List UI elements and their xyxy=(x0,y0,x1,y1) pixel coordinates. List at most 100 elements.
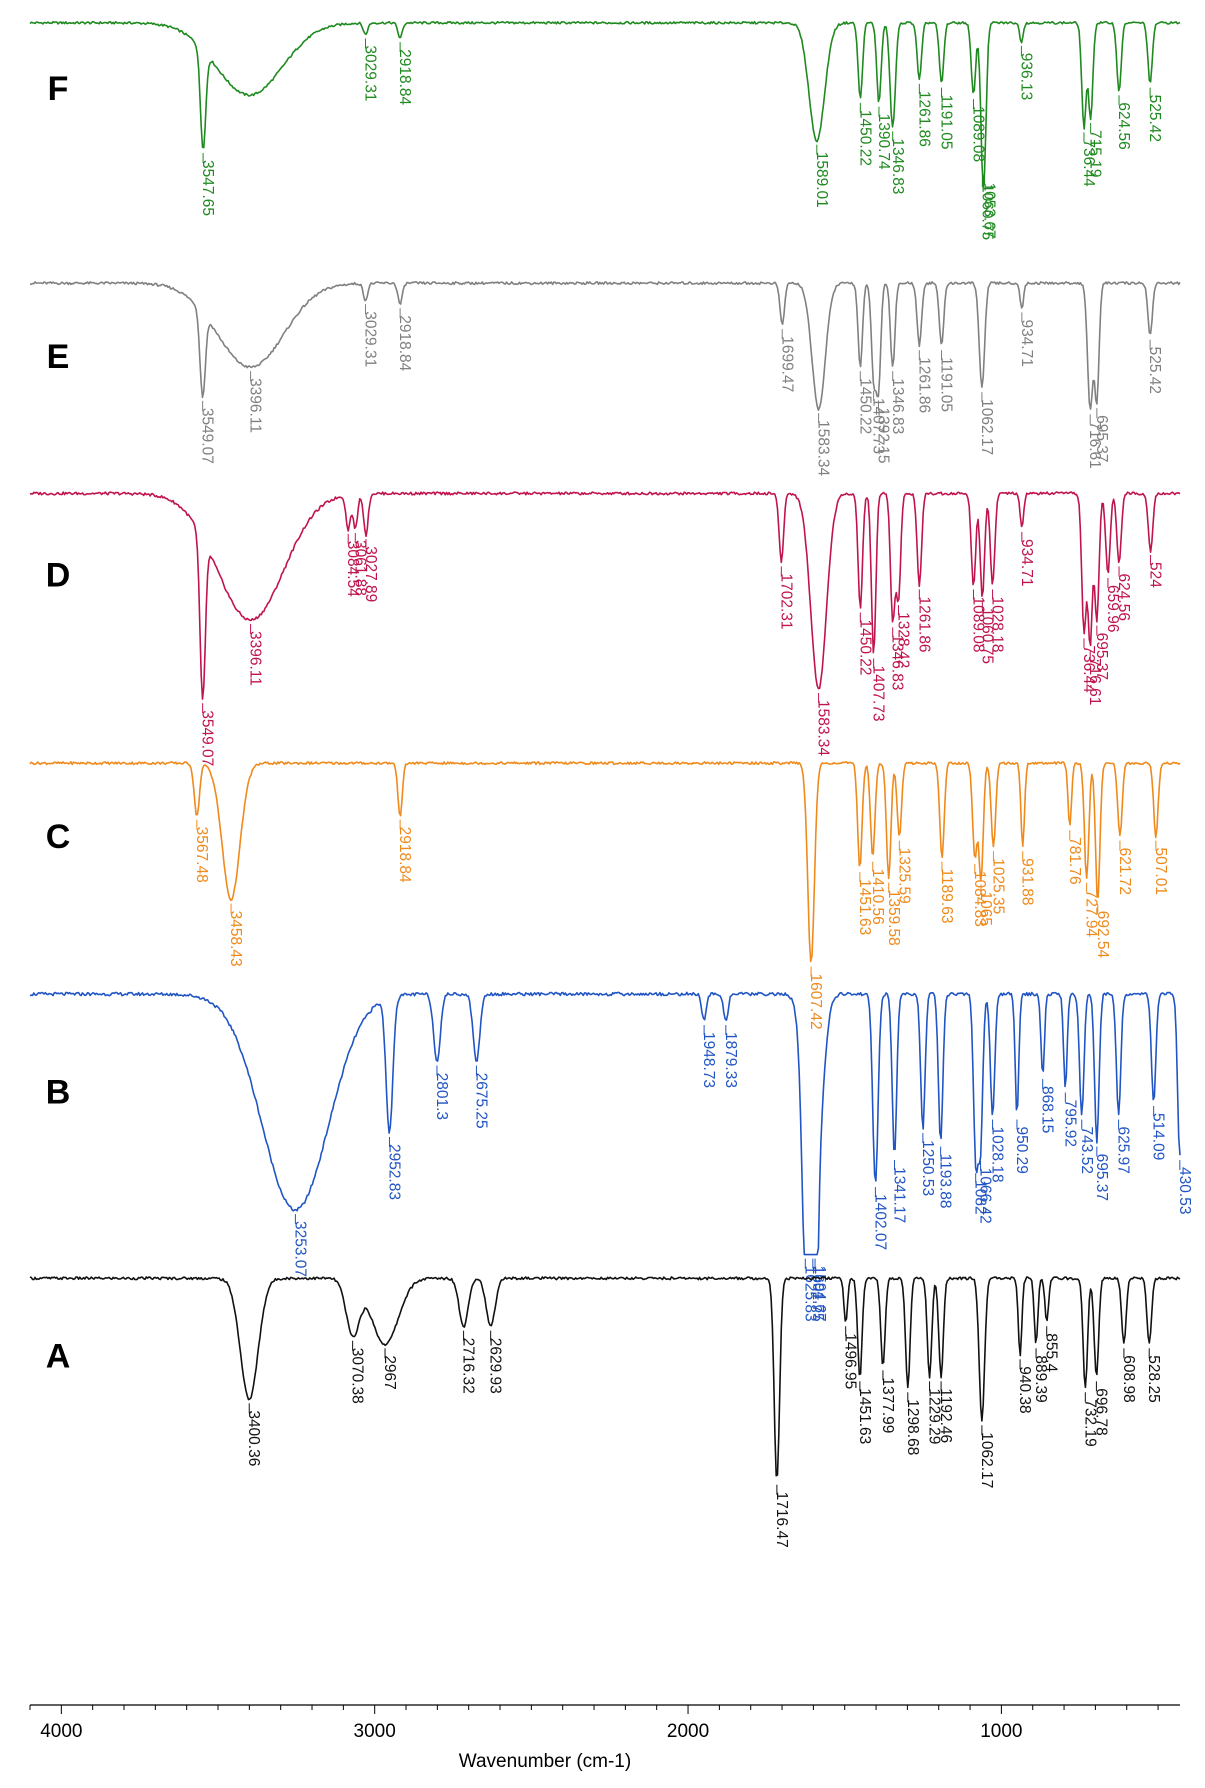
peak-label-A-10: 1229.29 xyxy=(925,1388,942,1444)
peak-label-D-4: 3027.89 xyxy=(362,546,379,602)
x-tick-label-2: 2000 xyxy=(667,1721,709,1742)
peak-label-A-8: 1377.99 xyxy=(879,1377,896,1433)
peak-label-A-4: 2629.93 xyxy=(487,1338,504,1394)
x-tick-label-3: 1000 xyxy=(980,1721,1022,1742)
peak-label-C-14: 727.94 xyxy=(1083,890,1100,938)
peak-label-D-18: 695.37 xyxy=(1093,633,1110,680)
peak-label-F-2: 3029.31 xyxy=(361,45,378,101)
peak-label-D-11: 1261.86 xyxy=(915,597,932,653)
series-line-D xyxy=(29,491,1181,700)
peak-label-D-19: 659.96 xyxy=(1104,585,1121,632)
peak-label-E-5: 1583.34 xyxy=(815,420,832,476)
peak-label-A-7: 1451.63 xyxy=(856,1388,873,1444)
peak-label-F-9: 1191.05 xyxy=(937,95,954,150)
panel-letter-D: D xyxy=(46,557,71,595)
panel-B: B 3253.07 2952.83 2801.3 2675.25 1948.73 1879.… xyxy=(29,991,1193,1322)
peak-label-A-1: 3070.38 xyxy=(349,1348,366,1404)
peak-label-B-7: 1601.75 xyxy=(809,1266,826,1322)
peak-label-D-21: 524 xyxy=(1147,562,1164,588)
panel-letter-A: A xyxy=(46,1337,71,1375)
peak-label-F-4: 1589.01 xyxy=(813,152,830,208)
panel-letter-B: B xyxy=(46,1073,71,1111)
peak-label-F-0: 3547.65 xyxy=(199,160,216,216)
peak-label-B-3: 2675.25 xyxy=(472,1073,489,1129)
peak-label-C-5: 1410.56 xyxy=(869,869,886,925)
peak-label-D-3: 3061.88 xyxy=(351,540,368,596)
peak-label-E-6: 1450.22 xyxy=(856,378,873,434)
peak-label-C-12: 931.88 xyxy=(1019,858,1036,905)
peak-label-B-0: 3253.07 xyxy=(291,1221,308,1277)
series-line-B xyxy=(29,991,1181,1256)
series-line-C xyxy=(29,761,1181,963)
peak-label-E-3: 2918.84 xyxy=(396,315,413,371)
peak-label-C-2: 2918.84 xyxy=(396,827,413,883)
peak-label-E-13: 934.71 xyxy=(1018,319,1035,366)
peak-label-A-5: 1716.47 xyxy=(773,1492,790,1548)
peak-label-C-10: 1065 xyxy=(977,892,994,926)
panel-letter-E: E xyxy=(47,338,70,376)
peak-label-C-9: 1084.83 xyxy=(971,871,988,927)
peak-label-B-13: 1082 xyxy=(972,1180,989,1214)
peak-label-B-9: 1402.07 xyxy=(871,1194,888,1250)
peak-label-F-8: 1261.86 xyxy=(915,91,932,147)
peak-label-A-0: 3400.36 xyxy=(245,1410,262,1466)
peak-label-C-8: 1189.63 xyxy=(938,869,955,924)
panel-F: F 3547.65 3029.31 2918.84 1589.01 1450.22 1390… xyxy=(29,20,1181,240)
panel-C: C 3567.48 3458.43 2918.84 1607.42 1451.631410… xyxy=(29,761,1181,1030)
peak-label-F-6: 1390.74 xyxy=(875,114,892,170)
peak-label-B-1: 2952.83 xyxy=(386,1144,403,1200)
peak-label-D-10: 1328.42 xyxy=(894,612,911,668)
peak-label-D-6: 1583.34 xyxy=(815,700,832,756)
peak-label-C-16: 621.72 xyxy=(1116,848,1133,895)
peak-label-E-15: 695.37 xyxy=(1093,415,1110,462)
peak-label-D-0: 3549.07 xyxy=(199,710,216,766)
peak-label-F-3: 2918.84 xyxy=(396,49,413,105)
peak-label-D-8: 1407.73 xyxy=(870,666,887,722)
peak-label-C-6: 1359.58 xyxy=(885,890,902,946)
panel-letter-F: F xyxy=(48,70,69,108)
peak-label-D-1: 3396.11 xyxy=(247,631,264,686)
peak-label-C-15: 692.54 xyxy=(1094,911,1111,959)
peak-label-A-16: 732.19 xyxy=(1081,1399,1098,1446)
peak-label-B-22: 514.09 xyxy=(1150,1113,1167,1160)
peak-label-C-13: 781.76 xyxy=(1066,837,1083,884)
peak-label-F-17: 525.42 xyxy=(1146,95,1163,142)
panel-E: E 3549.07 3396.11 3029.31 2918.84 1699.47 1583… xyxy=(29,281,1181,477)
peak-label-B-17: 868.15 xyxy=(1039,1086,1056,1133)
peak-label-C-0: 3567.48 xyxy=(193,827,210,883)
x-axis: Wavenumber (cm-1) 4000 3000 2000 1000 xyxy=(29,1704,1180,1772)
peak-label-C-3: 1607.42 xyxy=(807,974,824,1030)
peak-label-E-7: 1407.73 xyxy=(870,398,887,454)
peak-label-E-12: 1062.17 xyxy=(978,399,995,455)
peak-label-A-17: 696.78 xyxy=(1092,1388,1109,1435)
peak-label-D-16: 736.44 xyxy=(1080,645,1097,693)
peak-label-F-12: 1053.67 xyxy=(981,183,998,239)
peak-label-D-5: 1702.31 xyxy=(777,574,794,630)
peak-label-B-8: 1594.67 xyxy=(811,1266,828,1322)
x-axis-title: Wavenumber (cm-1) xyxy=(459,1751,631,1772)
peak-label-F-11: 1060.75 xyxy=(978,184,995,240)
peak-label-E-14: 716.61 xyxy=(1086,421,1103,468)
peak-label-B-14: 1066.42 xyxy=(977,1168,994,1224)
peak-label-A-15: 855.4 xyxy=(1043,1333,1060,1372)
panel-letter-C: C xyxy=(46,818,71,856)
peak-label-C-1: 3458.43 xyxy=(227,911,244,967)
peak-label-D-17: 716.61 xyxy=(1086,658,1103,705)
peak-label-B-18: 795.92 xyxy=(1061,1100,1078,1147)
peak-label-E-0: 3549.07 xyxy=(199,408,216,464)
peak-label-C-11: 1025.35 xyxy=(989,858,1006,914)
peak-label-B-16: 950.29 xyxy=(1013,1126,1030,1173)
peak-label-E-9: 1346.83 xyxy=(889,378,906,434)
peak-label-B-4: 1948.73 xyxy=(700,1032,717,1088)
peak-label-B-10: 1341.17 xyxy=(891,1167,908,1223)
peak-label-D-20: 624.56 xyxy=(1115,574,1132,621)
peak-label-F-5: 1450.22 xyxy=(856,110,873,166)
peak-label-A-9: 1298.68 xyxy=(904,1399,921,1455)
x-tick-label-0: 4000 xyxy=(40,1721,82,1742)
peak-label-A-13: 940.38 xyxy=(1016,1366,1033,1413)
peak-label-E-4: 1699.47 xyxy=(778,336,795,392)
panel-A: A 3400.36 3070.38 2967 2716.32 2629.93 1716.47… xyxy=(29,1276,1181,1548)
peak-label-B-5: 1879.33 xyxy=(722,1032,739,1088)
